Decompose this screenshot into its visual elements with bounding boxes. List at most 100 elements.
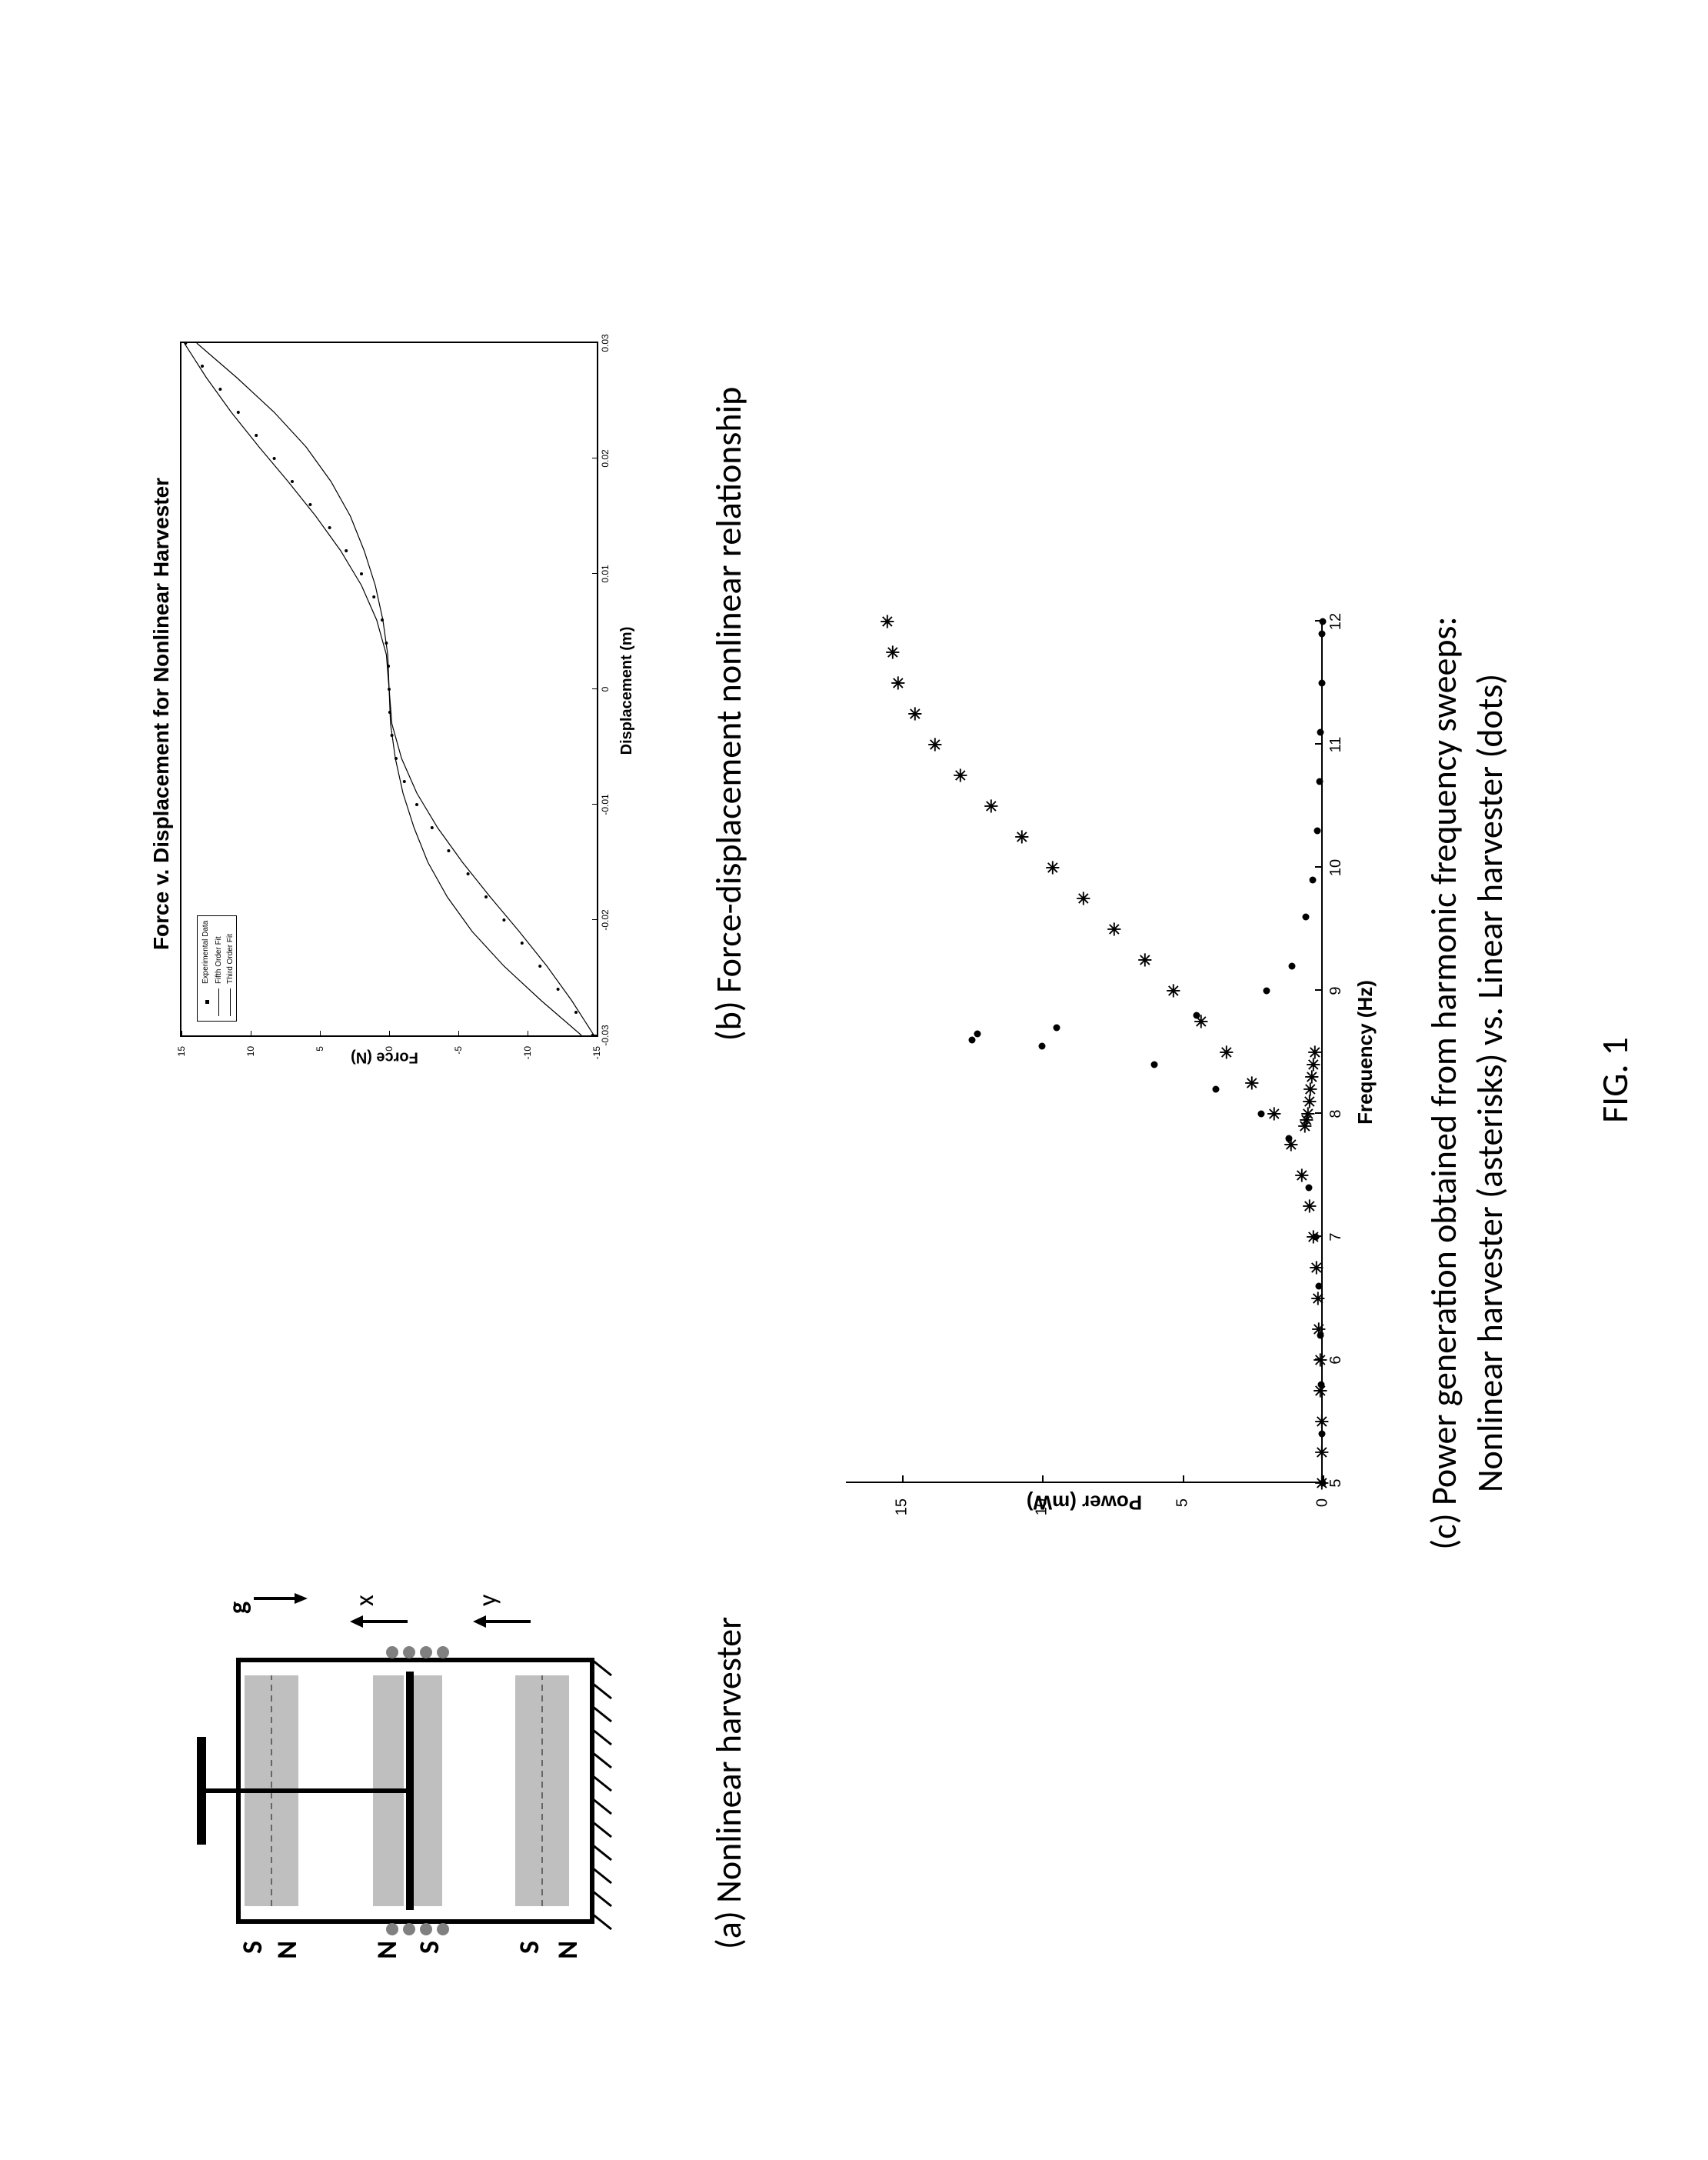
panel-b-series-dot bbox=[372, 595, 375, 598]
panel-b-xlabel: Displacement (m) bbox=[618, 345, 636, 1037]
panel-c-caption-line1: (c) Power generation obtained from harmo… bbox=[1423, 498, 1467, 1668]
panel-b-legend-item: Experimental Data bbox=[198, 916, 213, 1021]
panel-c-marker-dot bbox=[1053, 1025, 1060, 1032]
panel-c-marker-asterisk: ✳ bbox=[1305, 1058, 1323, 1072]
panel-b-series-dot bbox=[308, 503, 311, 506]
panel-b-series-dot bbox=[201, 365, 204, 368]
panel-c-xtick: 12 bbox=[1327, 613, 1345, 630]
panel-c-marker-asterisk: ✳ bbox=[1310, 1292, 1328, 1306]
panel-c-marker-asterisk: ✳ bbox=[884, 645, 903, 660]
panel-c-xtick: 10 bbox=[1327, 859, 1345, 876]
panel-c-marker-dot bbox=[1319, 1431, 1326, 1438]
panel-c-marker-asterisk: ✳ bbox=[1313, 1415, 1332, 1429]
panel-c-marker-asterisk: ✳ bbox=[1307, 1045, 1325, 1060]
panel-b-xtick: 0.02 bbox=[600, 449, 611, 467]
panel-b-series-dot bbox=[484, 895, 488, 898]
panel-c-marker-asterisk: ✳ bbox=[907, 707, 925, 722]
panel-c-marker-dot bbox=[1318, 1382, 1325, 1388]
figure-stage: S N N S S N bbox=[0, 0, 1708, 2160]
panel-b-xtick: -0.01 bbox=[600, 794, 611, 815]
svg-text:y: y bbox=[472, 1594, 504, 1606]
svg-text:x: x bbox=[349, 1595, 381, 1606]
panel-b-series-line bbox=[197, 343, 581, 1035]
panel-b-series-dot bbox=[431, 826, 434, 829]
panel-b-series-dot bbox=[467, 872, 470, 875]
panel-c-marker-dot bbox=[1151, 1062, 1158, 1068]
panel-c-marker-asterisk: ✳ bbox=[1137, 953, 1155, 968]
panel-c-xtick: 9 bbox=[1327, 986, 1345, 995]
panel-c-marker-asterisk: ✳ bbox=[1301, 1199, 1320, 1214]
panel-b-caption: (b) Force-displacement nonlinear relatio… bbox=[708, 283, 752, 1145]
panel-c-marker-dot bbox=[1310, 877, 1317, 884]
panel-b-series-dot bbox=[291, 480, 294, 483]
panel-b-series-dot bbox=[273, 457, 276, 460]
panel-c-marker-asterisk: ✳ bbox=[1014, 830, 1032, 845]
panel-c-marker-asterisk: ✳ bbox=[1313, 1445, 1332, 1460]
panel-c-marker-asterisk: ✳ bbox=[1266, 1107, 1284, 1122]
panel-b-legend-item: Fifth Order Fit bbox=[213, 916, 225, 1021]
panel-b-xtick: 0.03 bbox=[600, 334, 611, 352]
panel-c-marker-asterisk: ✳ bbox=[1293, 1168, 1312, 1183]
panel-c-marker-asterisk: ✳ bbox=[1075, 892, 1094, 906]
panel-c-marker-asterisk: ✳ bbox=[1244, 1076, 1262, 1091]
schematic-svg: S N N S S N bbox=[192, 1583, 669, 1983]
panel-c-marker-asterisk: ✳ bbox=[890, 676, 908, 691]
panel-c-marker-dot bbox=[1318, 680, 1325, 687]
panel-c-marker-dot bbox=[1317, 729, 1324, 736]
panel-c-marker-dot bbox=[1257, 1111, 1264, 1118]
svg-text:S: S bbox=[235, 1941, 269, 1954]
svg-text:N: N bbox=[270, 1941, 304, 1959]
panel-b-series-dot bbox=[218, 388, 221, 391]
svg-text:N: N bbox=[370, 1941, 404, 1959]
panel-c: 56789101112051015✳✳✳✳✳✳✳✳✳✳✳✳✳✳✳✳✳✳✳✳✳✳✳… bbox=[831, 598, 1384, 1568]
panel-c-marker-dot bbox=[1316, 778, 1323, 785]
panel-c-xtick: 7 bbox=[1327, 1232, 1345, 1241]
svg-text:S: S bbox=[512, 1941, 546, 1954]
panel-c-marker-dot bbox=[1286, 1135, 1293, 1142]
svg-text:g: g bbox=[222, 1602, 254, 1614]
panel-c-marker-dot bbox=[1320, 618, 1327, 625]
panel-c-marker-dot bbox=[1313, 828, 1320, 835]
panel-b-plot-area: -0.03-0.02-0.0100.010.020.03-15-10-50510… bbox=[180, 342, 598, 1037]
panel-c-marker-asterisk: ✳ bbox=[1312, 1353, 1330, 1368]
panel-c-marker-dot bbox=[1288, 963, 1295, 970]
panel-c-marker-asterisk: ✳ bbox=[1218, 1045, 1237, 1060]
panel-b-series-dot bbox=[345, 549, 348, 552]
panel-c-marker-asterisk: ✳ bbox=[1302, 1082, 1320, 1097]
panel-c-marker-dot bbox=[1315, 1283, 1322, 1290]
panel-c-xtick: 8 bbox=[1327, 1109, 1345, 1118]
panel-c-marker-asterisk: ✳ bbox=[1308, 1261, 1327, 1275]
panel-c-ylabel: Power (mW) bbox=[1027, 1490, 1142, 1514]
panel-b-xtick: -0.02 bbox=[600, 909, 611, 930]
panel-b-series-dot bbox=[447, 849, 450, 852]
panel-c-marker-asterisk: ✳ bbox=[1165, 984, 1184, 998]
panel-b-series-dot bbox=[502, 918, 505, 922]
panel-a-caption: (a) Nonlinear harvester bbox=[708, 1560, 752, 2006]
panel-b-legend-item: Third Order Fit bbox=[225, 916, 236, 1021]
panel-c-marker-dot bbox=[1319, 631, 1326, 638]
panel-b-series-dot bbox=[574, 1011, 578, 1014]
panel-c-marker-asterisk: ✳ bbox=[1044, 861, 1063, 875]
panel-b-legend: Experimental DataFifth Order FitThird Or… bbox=[197, 915, 237, 1022]
figure-label: FIG. 1 bbox=[1592, 0, 1637, 2160]
panel-c-caption-line2: Nonlinear harvester (asterisks) vs. Line… bbox=[1469, 498, 1513, 1668]
page: S N N S S N bbox=[0, 0, 1708, 2160]
panel-c-marker-dot bbox=[1303, 914, 1310, 921]
panel-c-marker-asterisk: ✳ bbox=[879, 615, 897, 629]
panel-b-series-dot bbox=[360, 572, 363, 575]
panel-c-marker-asterisk: ✳ bbox=[983, 799, 1001, 814]
panel-c-marker-asterisk: ✳ bbox=[1303, 1070, 1322, 1085]
panel-c-marker-dot bbox=[1305, 1185, 1312, 1192]
panel-b-xtick: 0 bbox=[600, 687, 611, 692]
panel-b-series-dot bbox=[521, 942, 524, 945]
panel-c-marker-dot bbox=[974, 1031, 981, 1038]
panel-c-marker-dot bbox=[1213, 1086, 1220, 1093]
panel-c-marker-dot bbox=[1317, 1332, 1324, 1339]
panel-b-ylabel: Force (N) bbox=[351, 1048, 418, 1066]
panel-b-series-dot bbox=[415, 803, 418, 806]
panel-b-series-dot bbox=[328, 526, 331, 529]
panel-b-series-dot bbox=[557, 988, 560, 991]
panel-c-marker-asterisk: ✳ bbox=[1300, 1107, 1318, 1122]
panel-b-series-dot bbox=[403, 780, 406, 783]
panel-c-marker-dot bbox=[1039, 1043, 1046, 1050]
